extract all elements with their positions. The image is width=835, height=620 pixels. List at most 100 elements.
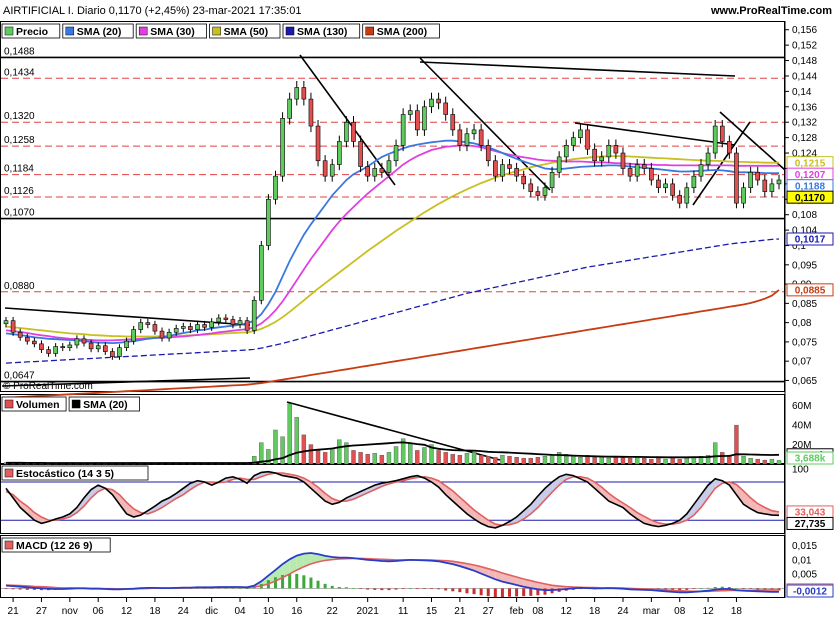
legend-box <box>68 396 140 412</box>
price-candle <box>266 198 271 246</box>
price-candle <box>599 156 605 162</box>
stoch-fill <box>126 502 134 517</box>
volume-bar <box>301 434 307 465</box>
x-tick-label: 24 <box>617 606 629 617</box>
macd-histogram-bar <box>508 588 512 597</box>
site-label[interactable]: www.ProRealTime.com <box>710 5 832 17</box>
legend-label: SMA (200) <box>377 26 427 38</box>
value-badge-text: 27,735 <box>795 519 826 530</box>
stoch-fill <box>459 497 467 514</box>
stoch-fill <box>310 482 318 495</box>
volume-bar <box>521 457 526 465</box>
price-candle <box>500 164 505 177</box>
volume-bar <box>762 459 768 465</box>
macd-fill <box>268 569 276 584</box>
price-candle <box>372 168 378 177</box>
price-candle <box>280 118 285 177</box>
legend-swatch <box>138 26 148 36</box>
price-y-tick: 0,07 <box>792 357 812 368</box>
price-candle <box>663 183 668 189</box>
stoch-fill <box>545 482 553 500</box>
price-candle <box>301 87 307 100</box>
legend-swatch <box>285 26 295 36</box>
volume-bar <box>592 456 597 465</box>
volume-bar <box>549 455 555 465</box>
price-candle <box>10 320 16 333</box>
price-candle <box>571 137 576 146</box>
x-tick-label: feb <box>510 606 524 617</box>
macd-histogram-bar <box>422 588 426 590</box>
level-labels: 0,1488 0,1434 0,1320 0,1258 0,1184 0,1126 0,10… <box>4 46 35 381</box>
macd-histogram-bar <box>465 588 469 594</box>
stoch-fill <box>452 490 460 508</box>
trendline-base[interactable] <box>1 377 251 387</box>
price-candle <box>769 183 775 192</box>
x-tick-label: 27 <box>36 606 48 617</box>
volume-bar <box>315 449 321 465</box>
volume-bar <box>457 455 463 465</box>
macd-histogram-bar <box>430 588 434 590</box>
legend-swatch <box>4 540 14 550</box>
level-label: 0,1070 <box>4 208 35 219</box>
price-candle <box>478 129 484 146</box>
stoch-fill <box>367 485 375 493</box>
price-candle <box>727 141 732 154</box>
volume-bar <box>663 458 668 465</box>
price-candle <box>677 195 683 204</box>
value-badge <box>786 232 834 246</box>
stoch-fill <box>27 506 35 521</box>
value-badge <box>786 283 834 297</box>
price-candle <box>294 87 300 100</box>
level-label: 0,0647 <box>4 371 35 382</box>
price-candle <box>471 129 477 135</box>
trendline-top[interactable] <box>419 61 736 77</box>
volume-bar <box>620 457 626 465</box>
price-candle <box>493 160 498 177</box>
trendline-oct[interactable] <box>4 307 251 326</box>
price-y-tick: 0,095 <box>792 260 817 271</box>
volume-bar <box>358 452 363 465</box>
level-label: 0,1184 <box>4 164 34 175</box>
price-candle <box>741 187 746 204</box>
volume-bar <box>556 452 562 465</box>
price-candle <box>237 320 243 325</box>
x-tick-label: mar <box>643 606 661 617</box>
sma200-line <box>5 289 780 399</box>
volume-bar <box>776 460 782 465</box>
price-candle <box>53 346 58 354</box>
volume-bar <box>741 456 746 465</box>
macd-histogram-bar <box>295 573 299 589</box>
price-candle <box>138 322 144 330</box>
macd-histogram-bar <box>380 588 384 591</box>
legend-label: SMA (20) <box>83 399 128 411</box>
volume-bar <box>627 457 633 465</box>
price-candle <box>450 114 456 131</box>
volume-bar <box>606 457 611 465</box>
macd-histogram-bar <box>366 588 370 590</box>
stoch-fill <box>176 488 184 499</box>
volume-bar <box>330 448 335 465</box>
macd-histogram-bar <box>18 588 22 590</box>
macd-histogram-bar <box>678 588 682 591</box>
stoch-fill <box>254 472 262 480</box>
x-tick-label: 21 <box>454 606 466 617</box>
macd-histogram-bar <box>763 588 767 590</box>
trendline-mar-down[interactable] <box>719 111 786 171</box>
macd-histogram-bar <box>387 588 391 591</box>
volume-bar <box>351 450 356 465</box>
volume-bar <box>443 452 448 465</box>
price-candle <box>627 168 633 177</box>
last-value-badges: 0,12150,12070,11880,11700,10170,08857,09… <box>786 156 834 598</box>
price-candle <box>216 317 222 323</box>
price-candle <box>39 343 44 350</box>
value-badge-text: 0,1188 <box>795 181 825 192</box>
trendline-dec-fall[interactable] <box>299 54 396 186</box>
value-badge-text: 0,1017 <box>795 235 826 246</box>
volume-bar <box>493 457 498 465</box>
macd-histogram-bar <box>316 580 320 589</box>
macd-histogram-bar <box>373 588 377 590</box>
trendline-feb[interactable] <box>574 122 736 146</box>
macd-histogram-bar <box>727 587 731 589</box>
trendline-mar-up[interactable] <box>692 121 751 206</box>
